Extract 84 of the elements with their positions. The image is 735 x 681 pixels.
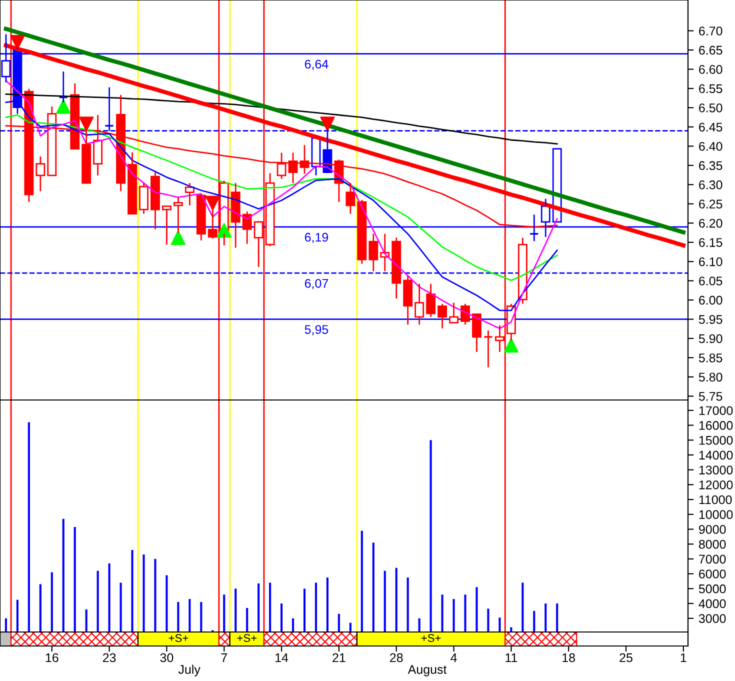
y-tick-label: 11000 — [699, 495, 732, 504]
text: +S+ — [168, 634, 188, 642]
y-tick-label: 16000 — [699, 421, 733, 430]
candlestick — [139, 182, 148, 215]
y-tick-label: 6.00 — [699, 296, 722, 305]
x-tick-label: 16 — [46, 653, 58, 662]
candlestick — [128, 152, 137, 215]
text: +S+ — [421, 634, 441, 642]
candlestick — [242, 210, 252, 245]
x-tick-label: 1 — [680, 653, 686, 662]
ref-line-label: 6,07 — [304, 278, 328, 290]
y-tick-label: 6.05 — [699, 276, 722, 286]
y-tick-label: 5.75 — [698, 392, 722, 401]
y-tick-label: 5.95 — [698, 315, 722, 324]
candlestick — [184, 182, 194, 206]
candlestick — [162, 205, 172, 246]
x-tick-label: 11 — [506, 653, 518, 662]
y-tick-label: 6.70 — [699, 26, 722, 36]
y-tick-label: 3000 — [698, 614, 726, 623]
x-tick-label: 7 — [221, 653, 227, 662]
y-tick-label: 6.55 — [699, 84, 722, 94]
ref-line-label: 6,64 — [304, 60, 328, 70]
ref-line-label: 6,19 — [304, 232, 328, 244]
x-tick-label: 21 — [332, 653, 346, 662]
candlestick — [426, 283, 436, 318]
point — [320, 116, 335, 132]
point — [56, 99, 71, 114]
candlestick — [438, 303, 447, 330]
y-tick-label: 13000 — [699, 466, 733, 474]
point — [504, 338, 518, 353]
candlestick — [518, 236, 528, 305]
candlestick — [150, 172, 160, 230]
y-tick-label: 17000 — [699, 406, 733, 416]
y-tick-label: 6.35 — [699, 161, 722, 170]
x-tick-label: 23 — [102, 653, 116, 662]
y-tick-label: 6.65 — [699, 46, 722, 55]
candlestick — [346, 182, 356, 215]
y-tick-label: 6.20 — [699, 218, 722, 228]
point — [79, 116, 94, 132]
y-tick-label: 5.90 — [698, 334, 722, 344]
y-tick-label: 6.60 — [699, 65, 722, 74]
point — [170, 230, 186, 245]
y-tick-label: 8000 — [698, 540, 726, 549]
line-series — [5, 94, 558, 145]
y-tick-label: 10000 — [699, 510, 733, 520]
y-tick-label: 6.50 — [699, 103, 722, 112]
y-tick-label: 4000 — [698, 599, 726, 608]
text: July — [178, 664, 200, 676]
candlestick — [36, 156, 46, 192]
y-tick-label: 7000 — [699, 554, 726, 564]
x-tick-label: 4 — [450, 653, 457, 662]
y-tick-label: 6.40 — [699, 142, 722, 151]
x-tick-label: 18 — [562, 653, 575, 662]
candlestick — [403, 274, 413, 326]
candlestick — [368, 233, 378, 272]
candlestick — [460, 303, 470, 326]
y-tick-label: 5.85 — [698, 353, 722, 362]
y-tick-label: 6.15 — [699, 238, 722, 247]
y-tick-label: 9000 — [699, 525, 726, 534]
y-tick-label: 6.30 — [699, 180, 722, 190]
y-tick-label: 5000 — [698, 584, 726, 594]
text: +S+ — [237, 634, 257, 642]
y-tick-label: 6.10 — [699, 257, 722, 266]
y-tick-label: 12000 — [699, 480, 733, 490]
candlestick — [173, 196, 183, 234]
text: August — [408, 665, 447, 676]
ref-line-label: 5,95 — [304, 325, 328, 336]
y-tick-label: 6000 — [699, 570, 726, 578]
y-tick-label: 5.80 — [698, 372, 722, 382]
candlestick — [449, 302, 458, 324]
y-tick-label: 14000 — [699, 450, 733, 460]
y-tick-label: 15000 — [699, 436, 733, 445]
candlestick — [230, 182, 240, 248]
y-tick-label: 6.25 — [699, 200, 722, 208]
candlestick — [483, 330, 494, 368]
candlestick — [414, 283, 424, 326]
candlestick — [392, 236, 402, 300]
point — [216, 223, 232, 238]
x-tick-label: 14 — [276, 653, 288, 662]
x-tick-label: 25 — [620, 653, 632, 662]
y-tick-label: 6.45 — [699, 122, 722, 132]
candlestick — [357, 199, 367, 265]
x-tick-label: 28 — [390, 653, 403, 662]
x-tick-label: 30 — [160, 653, 174, 662]
